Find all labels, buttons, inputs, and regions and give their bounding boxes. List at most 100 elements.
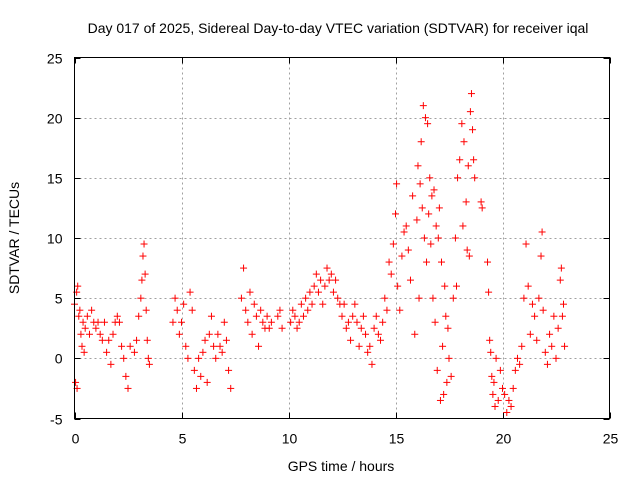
- data-point: [178, 318, 185, 326]
- data-point: [122, 372, 130, 380]
- data-point: [203, 378, 211, 386]
- data-point: [344, 318, 352, 326]
- data-point: [81, 324, 89, 332]
- data-point: [524, 282, 532, 290]
- data-point: [434, 234, 442, 242]
- data-point: [83, 312, 91, 320]
- data-point: [109, 330, 117, 338]
- data-point: [180, 300, 188, 308]
- data-point: [144, 354, 152, 362]
- data-point: [484, 258, 492, 266]
- data-point: [541, 348, 549, 356]
- data-point: [522, 240, 530, 248]
- data-point: [349, 312, 357, 320]
- data-point: [205, 330, 213, 338]
- data-point: [72, 378, 80, 386]
- data-point: [511, 366, 519, 374]
- data-point: [201, 336, 209, 344]
- data-point: [113, 312, 121, 320]
- data-point: [299, 312, 307, 320]
- data-point: [263, 312, 271, 320]
- data-point: [432, 222, 440, 230]
- data-point: [554, 324, 562, 332]
- data-point: [470, 156, 478, 164]
- data-point: [486, 336, 494, 344]
- data-point: [379, 318, 387, 326]
- data-point: [488, 372, 496, 380]
- data-point: [118, 342, 126, 350]
- data-point: [520, 294, 528, 302]
- data-point: [184, 354, 192, 362]
- data-point: [501, 390, 509, 398]
- data-point: [267, 318, 275, 326]
- data-point: [431, 318, 439, 326]
- data-point: [423, 258, 431, 266]
- data-point: [491, 402, 499, 410]
- data-point: [325, 276, 333, 284]
- x-tick-label: 15: [389, 431, 405, 447]
- data-point: [490, 378, 498, 386]
- data-point: [377, 336, 385, 344]
- data-point: [398, 252, 406, 260]
- data-point: [467, 90, 475, 98]
- data-point: [105, 336, 113, 344]
- data-point: [353, 318, 361, 326]
- data-point: [342, 324, 350, 332]
- data-point: [394, 282, 402, 290]
- data-point: [442, 312, 450, 320]
- data-point: [190, 366, 198, 374]
- data-point: [169, 318, 177, 326]
- data-point: [420, 234, 428, 242]
- y-axis-label: SDTVAR / TECUs: [6, 182, 22, 294]
- data-point: [120, 354, 128, 362]
- data-point: [338, 312, 346, 320]
- data-point: [458, 120, 466, 128]
- data-point: [531, 312, 539, 320]
- data-point: [308, 300, 316, 308]
- data-point: [78, 342, 86, 350]
- data-point: [173, 306, 181, 314]
- data-point: [137, 294, 145, 302]
- data-point: [427, 240, 435, 248]
- data-point: [516, 360, 524, 368]
- y-tick-label: 5: [55, 291, 63, 307]
- data-point: [374, 330, 382, 338]
- data-point: [364, 348, 372, 356]
- data-point: [368, 360, 376, 368]
- data-point: [499, 384, 506, 392]
- data-point: [509, 384, 517, 392]
- data-point: [140, 240, 148, 248]
- data-point: [413, 216, 421, 224]
- data-point: [533, 336, 541, 344]
- data-point: [192, 384, 200, 392]
- data-point: [419, 102, 427, 110]
- data-point: [237, 294, 245, 302]
- data-point: [334, 294, 342, 302]
- data-point: [538, 228, 546, 236]
- data-point: [366, 342, 374, 350]
- data-point: [424, 120, 432, 128]
- data-point: [445, 354, 453, 362]
- data-point: [250, 300, 258, 308]
- data-point: [255, 342, 263, 350]
- y-tick-label: 0: [55, 351, 63, 367]
- data-point: [559, 300, 567, 308]
- data-point: [444, 324, 452, 332]
- data-point: [429, 294, 437, 302]
- data-point: [372, 312, 380, 320]
- tick-labels: 0 5 10 15 20 25 -5 0 5 10 15 20 25: [47, 51, 619, 447]
- data-point: [440, 390, 448, 398]
- data-point: [242, 306, 250, 314]
- data-point: [142, 306, 150, 314]
- data-point: [304, 306, 312, 314]
- data-point: [416, 180, 424, 188]
- data-point: [139, 252, 147, 260]
- data-point: [77, 330, 85, 338]
- data-point: [130, 348, 138, 356]
- data-point: [291, 312, 299, 320]
- data-point: [135, 312, 143, 320]
- data-point: [312, 270, 320, 278]
- data-point: [76, 306, 84, 314]
- data-point: [98, 336, 106, 344]
- data-point: [182, 342, 190, 350]
